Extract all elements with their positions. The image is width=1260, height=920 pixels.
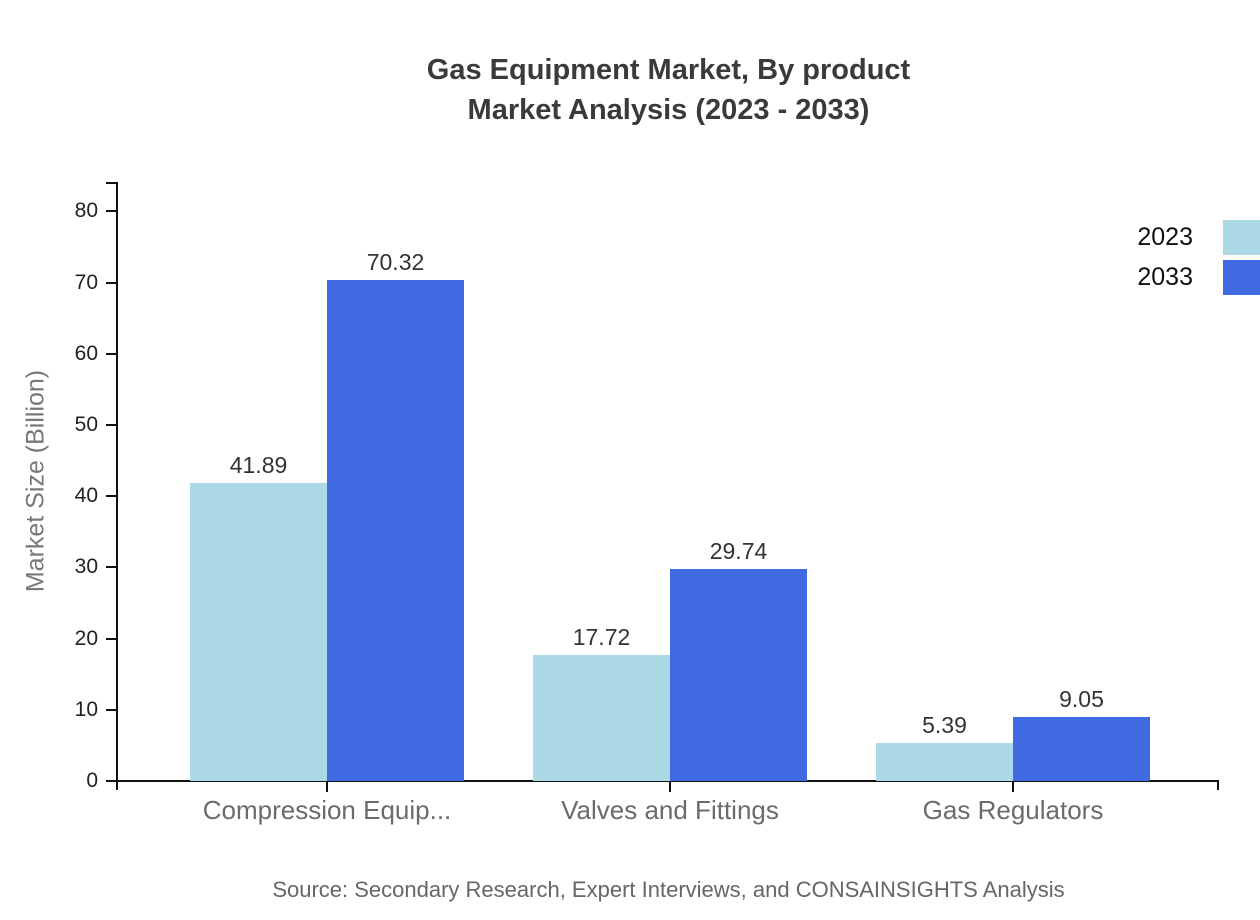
bar [190,482,327,781]
x-category-label: Gas Regulators [922,795,1104,825]
y-tick-label: 20 [74,626,98,650]
bar [327,280,464,781]
y-tick-label: 50 [74,413,98,436]
bar-value-label: 70.32 [366,249,425,276]
bar [533,654,670,781]
source-note: Source: Secondary Research, Expert Inter… [272,877,1065,902]
bar-value-label: 5.39 [922,711,967,738]
y-tick-mark [106,495,116,498]
y-tick-mark [106,708,116,711]
y-tick-mark [106,281,116,284]
bar [1013,716,1150,781]
chart-title: Gas Equipment Market, By product Market … [118,50,1219,130]
y-axis-top-cap [106,182,116,184]
y-tick-label: 0 [86,769,98,792]
x-tick-mark [1012,782,1014,792]
bar-value-label: 41.89 [229,451,288,478]
legend-swatch [1223,220,1260,255]
y-tick-label: 40 [74,484,98,508]
x-tick-mark [326,782,328,792]
y-tick-mark [106,352,116,355]
y-tick-mark [106,210,116,213]
bar-value-label: 9.05 [1059,685,1104,712]
y-tick-mark [106,780,116,782]
x-axis-end-cap [1217,780,1219,790]
y-tick-label: 10 [74,697,98,721]
bar [670,569,807,781]
legend-label: 2033 [1137,263,1193,291]
y-tick-mark [106,637,116,640]
y-tick-label: 80 [74,199,98,223]
bar-value-label: 17.72 [572,623,631,650]
bar [876,742,1013,781]
chart-title-line2: Market Analysis (2023 - 2033) [467,94,870,126]
x-axis-line [116,780,1219,782]
chart-title-line1: Gas Equipment Market, By product [426,54,911,86]
x-category-label: Valves and Fittings [561,795,779,825]
y-tick-mark [106,424,116,426]
y-tick-label: 30 [74,555,98,579]
legend-label: 2023 [1137,223,1193,251]
x-category-label: Compression Equip... [202,795,452,825]
x-tick-mark [669,782,671,792]
y-tick-label: 70 [74,270,98,294]
y-tick-label: 60 [74,341,98,365]
y-axis-line [116,182,118,790]
bar-value-label: 29.74 [709,538,768,565]
y-tick-mark [106,566,116,569]
legend-swatch [1223,260,1260,295]
